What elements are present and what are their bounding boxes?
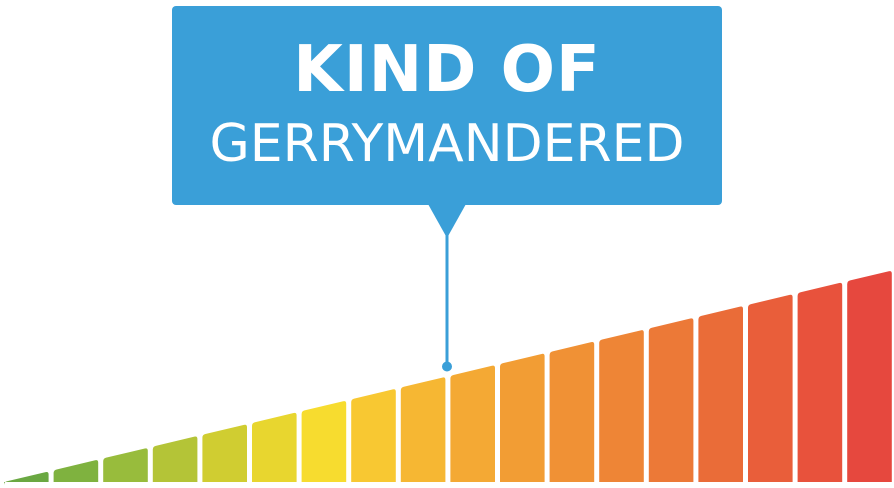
gauge-bars [4,271,892,485]
gauge-bar [103,448,148,482]
gauge-bar [450,365,495,482]
gauge-bar [599,330,644,482]
gauge-bar [797,282,843,482]
gauge-bar [648,318,694,482]
gauge-bar [500,353,545,482]
gauge-bar [4,471,49,485]
gauge-bar [152,436,198,482]
gauge-bar [202,424,247,482]
gauge-bar [400,377,446,482]
gauge-bar [252,412,297,482]
gauge-bar [748,294,793,482]
rating-label-primary: KIND OF [293,33,601,107]
gauge-bar [847,271,892,482]
gauge-bar [53,460,99,482]
rating-label-secondary: GERRYMANDERED [209,114,685,174]
gauge-bar [698,306,743,482]
gauge-bar [549,341,595,482]
gauge-bar [301,401,347,482]
rating-callout: KIND OF GERRYMANDERED [172,6,722,205]
gauge-bar [351,389,396,482]
gauge-pointer-dot [442,361,452,372]
callout-tail [428,204,466,238]
